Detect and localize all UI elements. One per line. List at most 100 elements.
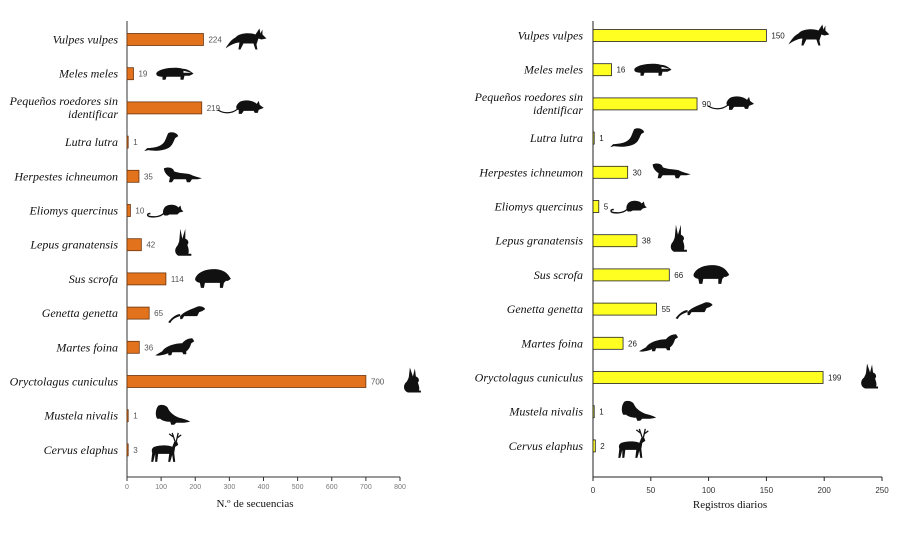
right-category-label: Eliomys quercinus xyxy=(493,200,583,214)
left-category-label: Meles meles xyxy=(58,67,118,81)
right-x-tick-label: 200 xyxy=(818,486,832,495)
left-bar xyxy=(126,67,134,81)
left-value-label: 1 xyxy=(133,412,138,421)
right-value-label: 2 xyxy=(600,442,605,451)
left-bar xyxy=(126,204,131,217)
right-x-tick-label: 250 xyxy=(875,486,889,495)
left-x-tick-label: 500 xyxy=(292,484,304,491)
left-bar xyxy=(126,33,204,46)
left-x-tick-label: 0 xyxy=(125,484,129,491)
right-x-tick-label: 150 xyxy=(760,486,774,495)
left-x-tick-label: 700 xyxy=(360,484,372,491)
left-value-label: 3 xyxy=(133,446,138,455)
right-bar xyxy=(592,405,595,419)
mongoose-icon xyxy=(652,163,691,179)
right-value-label: 55 xyxy=(662,305,671,314)
deer-icon xyxy=(618,428,649,458)
left-bar xyxy=(126,272,167,286)
right-x-tick-label: 0 xyxy=(591,486,596,495)
right-category-label: Meles meles xyxy=(523,63,583,77)
right-category-label: Sus scrofa xyxy=(534,268,583,282)
right-value-label: 30 xyxy=(633,168,642,177)
right-category-label: Pequeños roedores sin identificar xyxy=(474,90,584,117)
right-value-label: 5 xyxy=(604,203,609,212)
left-x-tick-label: 800 xyxy=(394,484,406,491)
right-bar xyxy=(592,336,624,350)
left-x-tick-label: 300 xyxy=(224,484,236,491)
left-x-tick-label: 100 xyxy=(155,484,167,491)
rat-icon xyxy=(707,96,755,110)
right-bar-chart: 0 50 100 150 200 250 Registros diarios Vulpes v… xyxy=(474,21,889,511)
dormouse-icon xyxy=(610,200,647,214)
right-category-label: Mustela nivalis xyxy=(508,405,583,419)
otter-icon xyxy=(144,132,179,152)
left-category-label: Lutra lutra xyxy=(64,135,118,149)
right-category-label: Lutra lutra xyxy=(529,131,583,145)
left-value-label: 700 xyxy=(371,378,385,387)
left-category-label: Genetta genetta xyxy=(42,306,118,320)
right-value-label: 1 xyxy=(599,408,604,417)
left-bar xyxy=(126,101,203,115)
mongoose-icon xyxy=(163,167,202,183)
badger-icon xyxy=(156,67,194,80)
left-bar xyxy=(126,238,142,252)
right-category-label: Martes foina xyxy=(520,336,583,350)
right-value-label: 90 xyxy=(702,100,711,109)
right-x-tick-label: 50 xyxy=(646,486,655,495)
left-value-label: 224 xyxy=(208,36,222,45)
right-bar xyxy=(592,234,638,248)
left-value-label: 19 xyxy=(138,70,147,79)
left-x-tick-label: 200 xyxy=(189,484,201,491)
right-value-label: 38 xyxy=(642,237,651,246)
right-category-label: Lepus granatensis xyxy=(494,234,583,248)
weasel-icon xyxy=(621,400,657,421)
right-value-label: 26 xyxy=(628,339,637,348)
right-bar xyxy=(592,268,670,282)
marten-icon xyxy=(639,334,679,352)
otter-icon xyxy=(610,128,645,148)
boar-icon xyxy=(693,265,730,284)
left-category-label: Martes foina xyxy=(55,340,118,354)
left-value-label: 36 xyxy=(144,343,153,352)
rabbit-icon xyxy=(403,367,421,393)
right-category-label: Genetta genetta xyxy=(507,302,583,316)
hare-icon xyxy=(670,224,687,252)
right-value-label: 199 xyxy=(828,374,842,383)
left-category-label: Lepus granatensis xyxy=(29,238,118,252)
left-bar xyxy=(126,409,129,423)
left-bar xyxy=(126,135,129,149)
left-bar xyxy=(126,375,367,388)
left-bar xyxy=(126,169,140,183)
dormouse-icon xyxy=(146,204,184,218)
right-bar xyxy=(592,200,600,213)
left-value-label: 1 xyxy=(133,138,138,147)
right-bar xyxy=(592,131,595,145)
left-bar xyxy=(126,340,140,354)
hare-icon xyxy=(175,228,192,256)
right-value-label: 150 xyxy=(771,32,785,41)
right-value-label: 66 xyxy=(674,271,683,280)
rabbit-icon xyxy=(861,363,879,389)
right-bar xyxy=(592,165,629,179)
right-bar xyxy=(592,63,612,77)
left-category-label: Sus scrofa xyxy=(69,272,118,286)
left-x-axis-label: N.º de secuencias xyxy=(216,498,293,510)
left-category-label: Eliomys quercinus xyxy=(28,204,118,218)
right-bar xyxy=(592,29,767,42)
right-bar xyxy=(592,439,596,453)
left-value-label: 35 xyxy=(144,172,153,181)
genet-icon xyxy=(675,302,713,320)
genet-icon xyxy=(168,306,206,324)
left-value-label: 65 xyxy=(154,309,163,318)
left-bar-chart: 0 100 200 300 400 500 600 700 800 N.º de secuenci… xyxy=(9,21,406,510)
right-x-tick-label: 100 xyxy=(702,486,716,495)
right-x-axis-label: Registros diarios xyxy=(693,499,767,511)
left-category-label: Mustela nivalis xyxy=(43,409,118,423)
left-category-label: Vulpes vulpes xyxy=(53,33,119,47)
left-category-label: Herpestes ichneumon xyxy=(13,169,118,183)
left-bar xyxy=(126,443,129,457)
right-category-label: Cervus elaphus xyxy=(509,439,584,453)
left-bar xyxy=(126,306,150,320)
